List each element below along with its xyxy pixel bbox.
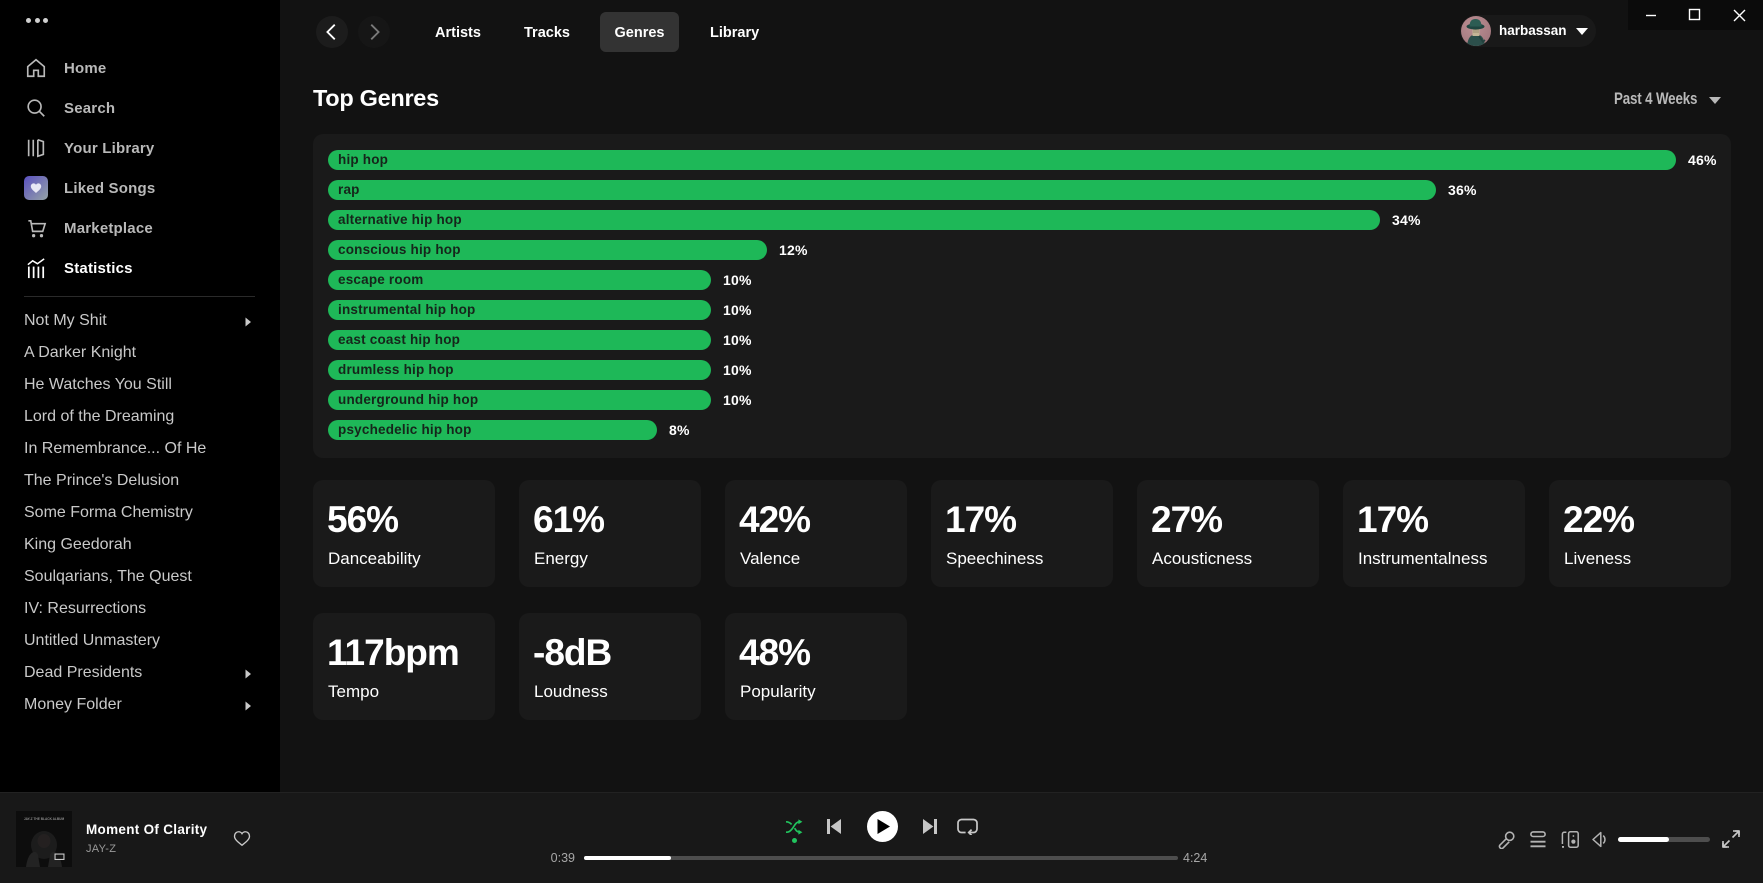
svg-text:JAY-Z THE BLACK ALBUM: JAY-Z THE BLACK ALBUM bbox=[24, 817, 65, 821]
